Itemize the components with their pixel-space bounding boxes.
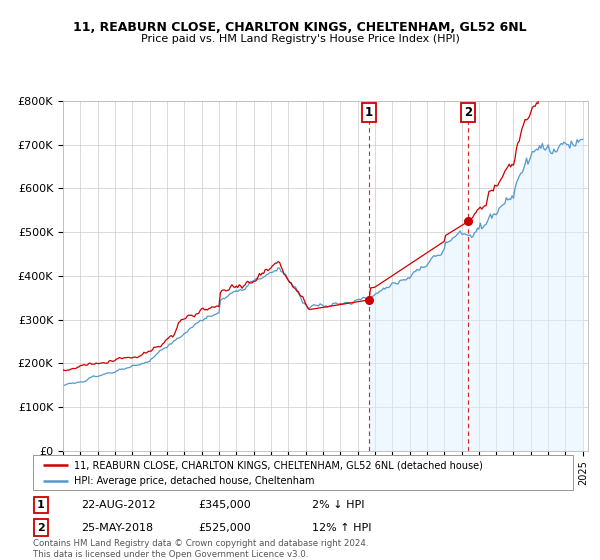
Text: 11, REABURN CLOSE, CHARLTON KINGS, CHELTENHAM, GL52 6NL: 11, REABURN CLOSE, CHARLTON KINGS, CHELT… bbox=[73, 21, 527, 34]
Text: 2: 2 bbox=[464, 106, 472, 119]
Text: 2: 2 bbox=[37, 522, 44, 533]
Text: £525,000: £525,000 bbox=[198, 522, 251, 533]
Text: 25-MAY-2018: 25-MAY-2018 bbox=[81, 522, 153, 533]
Text: 1: 1 bbox=[37, 500, 44, 510]
Text: 2% ↓ HPI: 2% ↓ HPI bbox=[312, 500, 365, 510]
Text: £345,000: £345,000 bbox=[198, 500, 251, 510]
Text: 1: 1 bbox=[365, 106, 373, 119]
Text: Contains HM Land Registry data © Crown copyright and database right 2024.
This d: Contains HM Land Registry data © Crown c… bbox=[33, 539, 368, 559]
Text: 12% ↑ HPI: 12% ↑ HPI bbox=[312, 522, 371, 533]
Text: 11, REABURN CLOSE, CHARLTON KINGS, CHELTENHAM, GL52 6NL (detached house): 11, REABURN CLOSE, CHARLTON KINGS, CHELT… bbox=[74, 460, 482, 470]
Text: Price paid vs. HM Land Registry's House Price Index (HPI): Price paid vs. HM Land Registry's House … bbox=[140, 34, 460, 44]
Text: HPI: Average price, detached house, Cheltenham: HPI: Average price, detached house, Chel… bbox=[74, 477, 314, 486]
Text: 22-AUG-2012: 22-AUG-2012 bbox=[81, 500, 155, 510]
